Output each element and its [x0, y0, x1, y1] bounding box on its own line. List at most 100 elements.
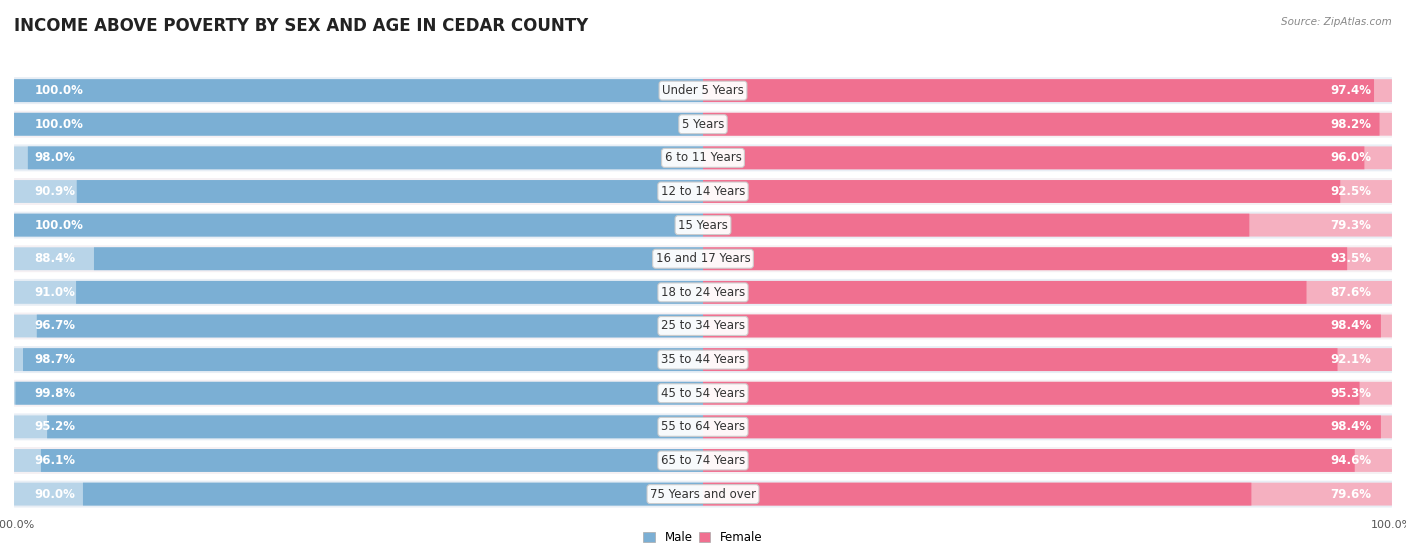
- FancyBboxPatch shape: [703, 382, 1392, 405]
- FancyBboxPatch shape: [41, 449, 703, 472]
- Text: 16 and 17 Years: 16 and 17 Years: [655, 252, 751, 265]
- FancyBboxPatch shape: [14, 346, 1392, 373]
- Text: 98.4%: 98.4%: [1330, 420, 1371, 433]
- FancyBboxPatch shape: [14, 180, 703, 203]
- FancyBboxPatch shape: [76, 281, 703, 304]
- Text: 75 Years and over: 75 Years and over: [650, 487, 756, 501]
- Text: 98.4%: 98.4%: [1330, 320, 1371, 333]
- Text: INCOME ABOVE POVERTY BY SEX AND AGE IN CEDAR COUNTY: INCOME ABOVE POVERTY BY SEX AND AGE IN C…: [14, 17, 588, 35]
- FancyBboxPatch shape: [703, 113, 1392, 136]
- FancyBboxPatch shape: [703, 315, 1381, 338]
- Text: 96.0%: 96.0%: [1330, 151, 1371, 164]
- FancyBboxPatch shape: [14, 414, 1392, 440]
- FancyBboxPatch shape: [14, 178, 1392, 205]
- FancyBboxPatch shape: [703, 214, 1392, 236]
- Text: 18 to 24 Years: 18 to 24 Years: [661, 286, 745, 299]
- Text: 98.0%: 98.0%: [35, 151, 76, 164]
- FancyBboxPatch shape: [703, 79, 1374, 102]
- Text: 87.6%: 87.6%: [1330, 286, 1371, 299]
- Text: 88.4%: 88.4%: [35, 252, 76, 265]
- FancyBboxPatch shape: [14, 312, 1392, 339]
- Text: 5 Years: 5 Years: [682, 118, 724, 131]
- FancyBboxPatch shape: [14, 79, 703, 102]
- FancyBboxPatch shape: [703, 146, 1392, 169]
- FancyBboxPatch shape: [14, 144, 1392, 171]
- FancyBboxPatch shape: [14, 79, 703, 102]
- Text: 12 to 14 Years: 12 to 14 Years: [661, 185, 745, 198]
- Text: Under 5 Years: Under 5 Years: [662, 84, 744, 97]
- Text: 90.9%: 90.9%: [35, 185, 76, 198]
- FancyBboxPatch shape: [703, 79, 1392, 102]
- FancyBboxPatch shape: [703, 348, 1337, 371]
- FancyBboxPatch shape: [703, 382, 1360, 405]
- FancyBboxPatch shape: [14, 113, 703, 136]
- FancyBboxPatch shape: [14, 348, 703, 371]
- FancyBboxPatch shape: [14, 146, 703, 169]
- FancyBboxPatch shape: [703, 315, 1392, 338]
- FancyBboxPatch shape: [48, 415, 703, 438]
- Text: 93.5%: 93.5%: [1330, 252, 1371, 265]
- Text: 91.0%: 91.0%: [35, 286, 76, 299]
- FancyBboxPatch shape: [14, 247, 703, 270]
- Text: 100.0%: 100.0%: [35, 84, 83, 97]
- FancyBboxPatch shape: [14, 382, 703, 405]
- FancyBboxPatch shape: [703, 449, 1392, 472]
- FancyBboxPatch shape: [14, 77, 1392, 104]
- Text: 90.0%: 90.0%: [35, 487, 76, 501]
- FancyBboxPatch shape: [703, 415, 1392, 438]
- FancyBboxPatch shape: [703, 482, 1392, 505]
- FancyBboxPatch shape: [703, 180, 1392, 203]
- Text: 25 to 34 Years: 25 to 34 Years: [661, 320, 745, 333]
- FancyBboxPatch shape: [14, 113, 703, 136]
- Text: 96.1%: 96.1%: [35, 454, 76, 467]
- FancyBboxPatch shape: [14, 245, 1392, 272]
- FancyBboxPatch shape: [15, 382, 703, 405]
- Text: 95.2%: 95.2%: [35, 420, 76, 433]
- FancyBboxPatch shape: [14, 212, 1392, 239]
- FancyBboxPatch shape: [14, 315, 703, 338]
- FancyBboxPatch shape: [703, 247, 1392, 270]
- FancyBboxPatch shape: [83, 482, 703, 505]
- FancyBboxPatch shape: [22, 348, 703, 371]
- Text: 99.8%: 99.8%: [35, 387, 76, 400]
- FancyBboxPatch shape: [14, 279, 1392, 306]
- FancyBboxPatch shape: [14, 415, 703, 438]
- Text: 6 to 11 Years: 6 to 11 Years: [665, 151, 741, 164]
- Text: 35 to 44 Years: 35 to 44 Years: [661, 353, 745, 366]
- FancyBboxPatch shape: [703, 281, 1392, 304]
- FancyBboxPatch shape: [14, 214, 703, 236]
- Text: 95.3%: 95.3%: [1330, 387, 1371, 400]
- Text: 97.4%: 97.4%: [1330, 84, 1371, 97]
- FancyBboxPatch shape: [703, 113, 1379, 136]
- Text: 92.1%: 92.1%: [1330, 353, 1371, 366]
- FancyBboxPatch shape: [14, 214, 703, 236]
- FancyBboxPatch shape: [14, 449, 703, 472]
- Text: 100.0%: 100.0%: [35, 118, 83, 131]
- FancyBboxPatch shape: [703, 415, 1381, 438]
- FancyBboxPatch shape: [14, 380, 1392, 407]
- FancyBboxPatch shape: [14, 281, 703, 304]
- FancyBboxPatch shape: [37, 315, 703, 338]
- Text: 79.6%: 79.6%: [1330, 487, 1371, 501]
- FancyBboxPatch shape: [14, 447, 1392, 474]
- Text: 94.6%: 94.6%: [1330, 454, 1371, 467]
- FancyBboxPatch shape: [14, 111, 1392, 138]
- FancyBboxPatch shape: [703, 146, 1364, 169]
- FancyBboxPatch shape: [703, 214, 1250, 236]
- Text: 98.2%: 98.2%: [1330, 118, 1371, 131]
- Text: 65 to 74 Years: 65 to 74 Years: [661, 454, 745, 467]
- FancyBboxPatch shape: [14, 481, 1392, 508]
- FancyBboxPatch shape: [94, 247, 703, 270]
- Text: 98.7%: 98.7%: [35, 353, 76, 366]
- FancyBboxPatch shape: [14, 482, 703, 505]
- Text: 45 to 54 Years: 45 to 54 Years: [661, 387, 745, 400]
- FancyBboxPatch shape: [703, 482, 1251, 505]
- Text: 96.7%: 96.7%: [35, 320, 76, 333]
- Text: 92.5%: 92.5%: [1330, 185, 1371, 198]
- Text: 100.0%: 100.0%: [35, 219, 83, 231]
- Legend: Male, Female: Male, Female: [638, 526, 768, 548]
- FancyBboxPatch shape: [703, 449, 1355, 472]
- FancyBboxPatch shape: [703, 281, 1306, 304]
- FancyBboxPatch shape: [703, 348, 1392, 371]
- Text: 79.3%: 79.3%: [1330, 219, 1371, 231]
